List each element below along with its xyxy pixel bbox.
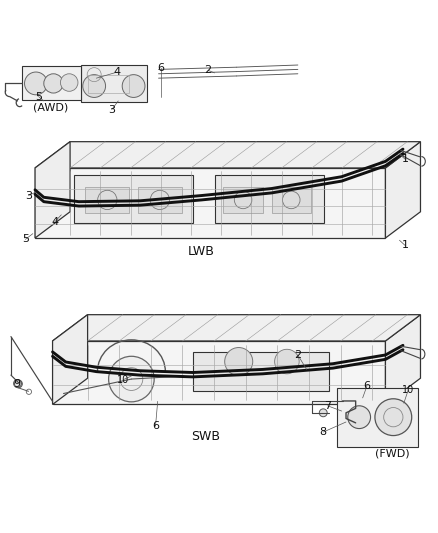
Circle shape bbox=[25, 72, 47, 95]
Text: 3: 3 bbox=[108, 104, 115, 115]
Text: 3: 3 bbox=[25, 190, 32, 200]
Polygon shape bbox=[53, 341, 385, 405]
Polygon shape bbox=[193, 352, 328, 391]
Bar bbox=[88, 75, 129, 93]
Polygon shape bbox=[53, 314, 420, 341]
Polygon shape bbox=[74, 174, 193, 223]
Circle shape bbox=[83, 75, 106, 98]
Polygon shape bbox=[35, 142, 420, 168]
Text: LWB: LWB bbox=[188, 245, 215, 257]
Text: 2: 2 bbox=[294, 350, 301, 360]
Circle shape bbox=[225, 348, 253, 376]
Polygon shape bbox=[385, 314, 420, 405]
Text: 5: 5 bbox=[35, 92, 42, 102]
Bar bbox=[85, 187, 129, 213]
Circle shape bbox=[348, 406, 371, 429]
Circle shape bbox=[14, 380, 22, 388]
Circle shape bbox=[375, 399, 412, 435]
Circle shape bbox=[275, 349, 299, 374]
Text: 6: 6 bbox=[158, 63, 165, 72]
Circle shape bbox=[319, 409, 327, 417]
Text: 10: 10 bbox=[402, 385, 414, 395]
Text: 4: 4 bbox=[51, 217, 58, 227]
Text: 1: 1 bbox=[402, 154, 409, 164]
Polygon shape bbox=[35, 168, 385, 238]
Polygon shape bbox=[215, 174, 324, 223]
Text: 4: 4 bbox=[114, 67, 121, 77]
Text: 1: 1 bbox=[402, 240, 409, 251]
Polygon shape bbox=[81, 65, 147, 102]
Text: 9: 9 bbox=[13, 379, 20, 389]
Text: 6: 6 bbox=[152, 422, 159, 431]
Polygon shape bbox=[337, 388, 418, 447]
Text: 8: 8 bbox=[320, 427, 327, 437]
Bar bbox=[272, 187, 311, 213]
Text: 7: 7 bbox=[324, 401, 331, 411]
Circle shape bbox=[122, 75, 145, 98]
Polygon shape bbox=[35, 142, 70, 238]
Text: (AWD): (AWD) bbox=[33, 102, 68, 112]
Circle shape bbox=[109, 356, 154, 402]
Bar bbox=[138, 187, 182, 213]
Text: 6: 6 bbox=[364, 381, 371, 391]
Text: 5: 5 bbox=[22, 235, 29, 244]
Polygon shape bbox=[22, 66, 81, 100]
Text: SWB: SWB bbox=[191, 430, 220, 443]
Bar bbox=[223, 187, 263, 213]
Polygon shape bbox=[53, 314, 88, 405]
Text: (FWD): (FWD) bbox=[374, 449, 410, 459]
Text: 2: 2 bbox=[205, 65, 212, 75]
Circle shape bbox=[44, 74, 63, 93]
Polygon shape bbox=[385, 142, 420, 238]
Text: 10: 10 bbox=[117, 375, 130, 384]
Circle shape bbox=[60, 74, 78, 91]
